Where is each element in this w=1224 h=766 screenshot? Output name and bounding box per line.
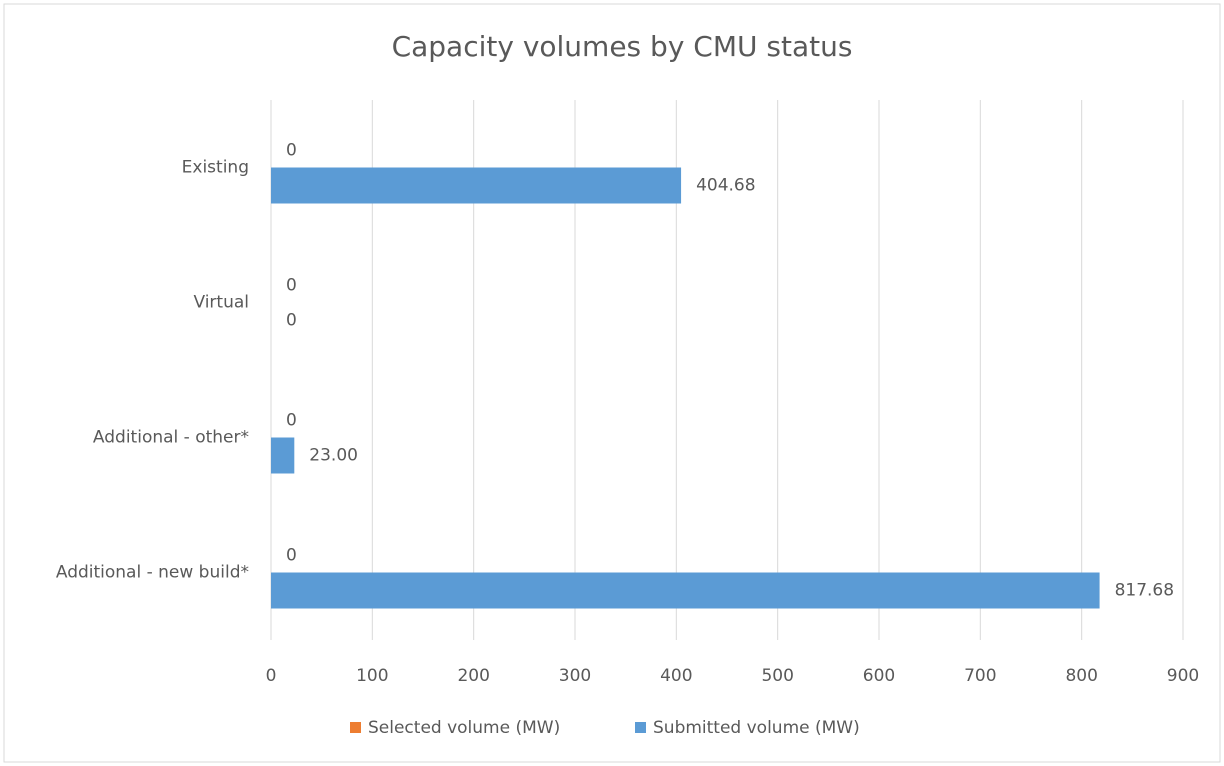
data-label: 0: [286, 276, 297, 296]
data-label: 0: [286, 311, 297, 331]
y-tick-label: Existing: [182, 158, 249, 178]
data-label: 0: [286, 141, 297, 161]
y-tick-label: Virtual: [193, 293, 249, 313]
x-tick-label: 0: [266, 666, 277, 686]
x-tick-label: 200: [457, 666, 489, 686]
y-tick-label: Additional - new build*: [56, 563, 249, 583]
bar: [271, 167, 682, 204]
data-label: 0: [286, 411, 297, 431]
x-tick-label: 300: [559, 666, 591, 686]
legend-label: Submitted volume (MW): [653, 718, 860, 738]
x-tick-label: 700: [964, 666, 996, 686]
legend-swatch: [635, 722, 646, 733]
x-tick-label: 800: [1065, 666, 1097, 686]
y-tick-label: Additional - other*: [93, 428, 249, 448]
data-label: 817.68: [1115, 581, 1174, 601]
x-tick-label: 400: [660, 666, 692, 686]
legend-swatch: [350, 722, 361, 733]
x-tick-label: 600: [863, 666, 895, 686]
data-label: 23.00: [309, 446, 358, 466]
bar: [271, 437, 295, 474]
x-tick-label: 500: [761, 666, 793, 686]
data-label: 404.68: [696, 176, 755, 196]
chart-title: Capacity volumes by CMU status: [392, 30, 853, 63]
x-tick-label: 900: [1167, 666, 1199, 686]
x-tick-label: 100: [356, 666, 388, 686]
legend-label: Selected volume (MW): [368, 718, 560, 738]
data-label: 0: [286, 546, 297, 566]
bar: [271, 572, 1100, 609]
chart-border: [3, 3, 1221, 763]
